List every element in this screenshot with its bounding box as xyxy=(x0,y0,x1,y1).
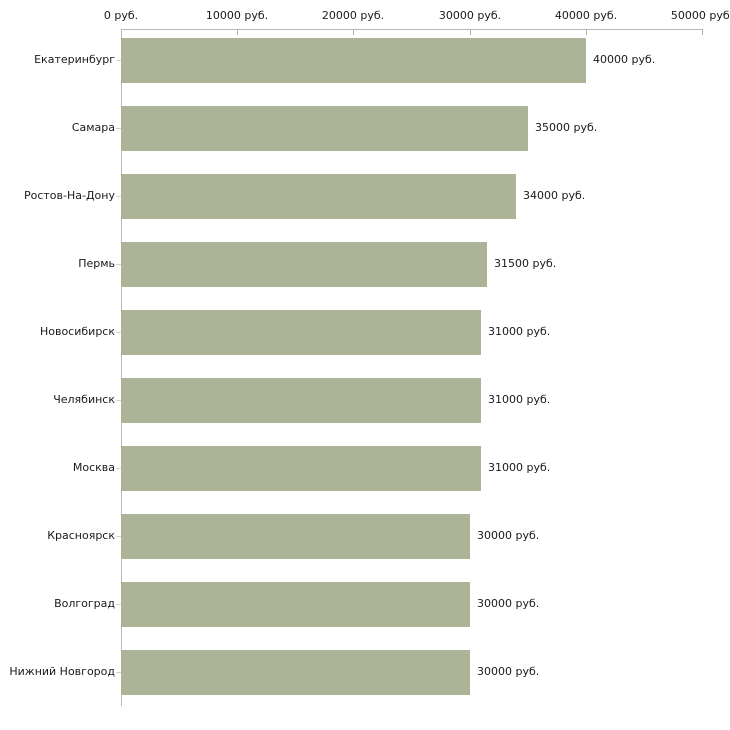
bar-row: Пермь 31500 руб. xyxy=(0,230,730,298)
x-axis-tick-label: 10000 руб. xyxy=(205,9,269,22)
bar-row: Ростов-На-Дону 34000 руб. xyxy=(0,162,730,230)
category-tick xyxy=(116,196,121,197)
x-axis-tick xyxy=(353,29,354,35)
bar-row: Самара 35000 руб. xyxy=(0,94,730,162)
x-axis-tick xyxy=(586,29,587,35)
bar-row: Москва 31000 руб. xyxy=(0,434,730,502)
value-label: 31000 руб. xyxy=(488,393,551,406)
x-axis-tick-label: 40000 руб. xyxy=(554,9,618,22)
bar-row: Красноярск 30000 руб. xyxy=(0,502,730,570)
category-tick xyxy=(116,264,121,265)
category-tick xyxy=(116,128,121,129)
category-label: Нижний Новгород xyxy=(9,665,115,678)
bar xyxy=(121,445,481,491)
category-label: Москва xyxy=(72,461,115,474)
y-axis-line xyxy=(121,29,122,706)
x-axis-tick-label: 30000 руб. xyxy=(438,9,502,22)
value-label: 31000 руб. xyxy=(488,461,551,474)
bar-row: Новосибирск 31000 руб. xyxy=(0,298,730,366)
value-label: 40000 руб. xyxy=(593,53,656,66)
bar-row: Екатеринбург 40000 руб. xyxy=(0,26,730,94)
x-axis-tick xyxy=(237,29,238,35)
bar xyxy=(121,241,487,287)
category-tick xyxy=(116,672,121,673)
bar xyxy=(121,377,481,423)
bar-row: Волгоград 30000 руб. xyxy=(0,570,730,638)
value-label: 31000 руб. xyxy=(488,325,551,338)
value-label: 31500 руб. xyxy=(494,257,557,270)
x-axis-tick xyxy=(470,29,471,35)
value-label: 35000 руб. xyxy=(535,121,598,134)
bar xyxy=(121,513,470,559)
category-label: Пермь xyxy=(78,257,115,270)
category-label: Самара xyxy=(71,121,115,134)
category-label: Екатеринбург xyxy=(34,53,115,66)
category-tick xyxy=(116,400,121,401)
category-label: Красноярск xyxy=(47,529,115,542)
x-axis-tick-label: 50000 руб. xyxy=(670,9,730,22)
category-tick xyxy=(116,332,121,333)
bar xyxy=(121,37,586,83)
category-label: Волгоград xyxy=(54,597,115,610)
bar-row: Нижний Новгород 30000 руб. xyxy=(0,638,730,706)
x-axis-tick-label: 0 руб. xyxy=(103,9,139,22)
category-label: Ростов-На-Дону xyxy=(23,189,115,202)
x-axis-tick-label: 20000 руб. xyxy=(321,9,385,22)
bar xyxy=(121,173,516,219)
bar-row: Челябинск 31000 руб. xyxy=(0,366,730,434)
x-axis-line xyxy=(121,29,703,30)
category-tick xyxy=(116,60,121,61)
bar xyxy=(121,105,528,151)
value-label: 34000 руб. xyxy=(523,189,586,202)
bar xyxy=(121,309,481,355)
value-label: 30000 руб. xyxy=(477,529,540,542)
bar xyxy=(121,649,470,695)
value-label: 30000 руб. xyxy=(477,665,540,678)
x-axis-tick xyxy=(702,29,703,35)
category-label: Челябинск xyxy=(53,393,115,406)
category-tick xyxy=(116,604,121,605)
category-tick xyxy=(116,536,121,537)
category-label: Новосибирск xyxy=(39,325,115,338)
category-tick xyxy=(116,468,121,469)
value-label: 30000 руб. xyxy=(477,597,540,610)
bar xyxy=(121,581,470,627)
